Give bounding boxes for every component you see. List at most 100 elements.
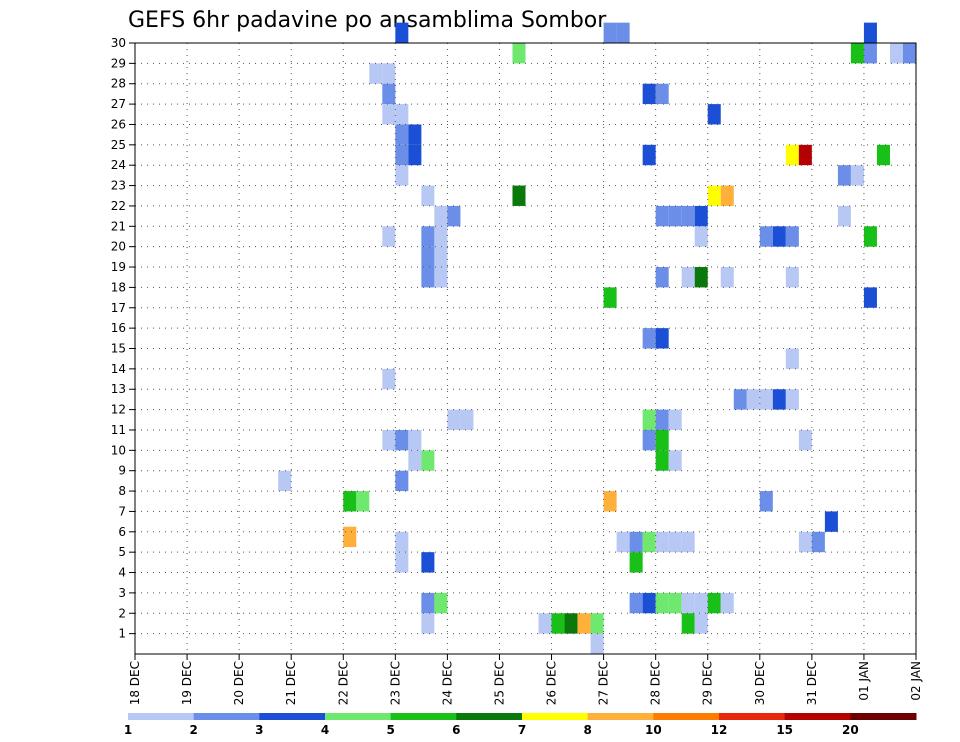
y-tick-label: 26 [111, 117, 126, 131]
precip-cell [733, 389, 747, 410]
precip-cell [408, 124, 422, 145]
y-tick-label: 29 [111, 56, 126, 70]
x-tick-label: 02 JAN [909, 661, 923, 701]
precip-cell [668, 592, 682, 614]
precip-cell [681, 531, 695, 553]
y-tick-label: 13 [111, 382, 126, 396]
colorbar-label: 6 [452, 723, 460, 737]
precip-cell [434, 246, 448, 268]
precip-cell [720, 592, 734, 614]
precip-cell [421, 185, 435, 206]
precip-cell [668, 205, 682, 227]
precip-cell [863, 287, 877, 308]
colorbar-label: 1 [124, 723, 132, 737]
precip-cell [395, 104, 409, 125]
y-tick-label: 15 [111, 342, 126, 356]
colorbar-swatch [128, 713, 195, 720]
precip-cell [694, 267, 708, 288]
precip-cell [668, 450, 682, 471]
precip-cell [694, 226, 708, 247]
precip-cell [395, 531, 409, 553]
precip-cell [837, 205, 851, 227]
y-tick-label: 20 [111, 240, 126, 254]
x-axis: 18 DEC 19 DEC 20 DEC 21 DEC 22 DEC 23 DEC 24 D… [128, 654, 923, 705]
precip-cell [421, 450, 435, 471]
colorbar-label: 12 [711, 723, 728, 737]
precip-cell [837, 165, 851, 186]
precip-cell [772, 389, 786, 410]
precip-cell [642, 144, 656, 166]
precip-cell [681, 267, 695, 288]
precip-cell [616, 22, 630, 43]
precip-cell [720, 267, 734, 288]
precip-cell [655, 205, 669, 227]
y-tick-label: 12 [111, 403, 126, 417]
chart-title: GEFS 6hr padavine po ansamblima Sombor [128, 8, 607, 33]
precip-cell [876, 144, 890, 166]
y-tick-label: 3 [118, 586, 126, 600]
colorbar-swatch [456, 713, 523, 720]
precip-cell [551, 613, 565, 634]
precip-cell [421, 552, 435, 573]
colorbar-swatch [653, 713, 720, 720]
precip-cell [694, 613, 708, 634]
precip-cell [369, 63, 383, 84]
y-tick-label: 4 [118, 566, 126, 580]
precip-cell [707, 592, 721, 614]
y-tick-label: 25 [111, 138, 126, 152]
cells-layer [278, 22, 916, 654]
precip-cell [512, 43, 526, 64]
precip-cell [460, 409, 474, 430]
x-tick-label: 24 DEC [440, 661, 454, 705]
precip-cell [395, 429, 409, 451]
y-tick-label: 11 [111, 423, 126, 437]
precip-cell [356, 491, 370, 512]
precip-cell [343, 526, 357, 548]
x-tick-label: 23 DEC [388, 661, 402, 705]
precip-cell [408, 144, 422, 166]
precip-cell [434, 267, 448, 288]
precip-cell [642, 328, 656, 349]
x-tick-label: 30 DEC [753, 661, 767, 705]
precip-cell [616, 531, 630, 553]
precip-cell [603, 287, 617, 308]
y-tick-label: 8 [118, 484, 126, 498]
y-tick-label: 19 [111, 260, 126, 274]
precip-cell [681, 592, 695, 614]
y-tick-label: 24 [111, 158, 126, 172]
precip-cell [395, 552, 409, 573]
precip-cell [447, 409, 461, 430]
colorbar-label: 15 [776, 723, 793, 737]
precip-cell [382, 429, 396, 451]
precip-cell [785, 226, 799, 247]
x-tick-label: 01 JAN [857, 661, 871, 701]
precip-cell [642, 409, 656, 430]
precip-cell [343, 491, 357, 512]
y-tick-label: 9 [118, 464, 126, 478]
precip-cell [655, 531, 669, 553]
precip-cell [850, 43, 864, 64]
precip-cell [603, 491, 617, 512]
precip-cell [642, 531, 656, 553]
colorbar-label: 4 [321, 723, 329, 737]
colorbar-swatch [522, 713, 589, 720]
precip-cell [694, 592, 708, 614]
x-tick-label: 27 DEC [597, 661, 611, 705]
precip-cell [590, 633, 604, 654]
precip-cell [577, 613, 591, 634]
y-tick-label: 7 [118, 504, 126, 518]
colorbar-swatch [259, 713, 326, 720]
colorbar-swatch [850, 713, 917, 720]
precip-cell [759, 226, 773, 247]
colorbar-label: 8 [583, 723, 591, 737]
precip-cell [629, 552, 643, 573]
precip-cell [785, 389, 799, 410]
y-tick-label: 16 [111, 321, 126, 335]
precip-cell [421, 592, 435, 614]
x-tick-label: 31 DEC [805, 661, 819, 705]
precip-cell [629, 531, 643, 553]
x-tick-label: 22 DEC [336, 661, 350, 705]
y-tick-label: 5 [118, 545, 126, 559]
precip-cell [395, 124, 409, 145]
x-tick-label: 19 DEC [180, 661, 194, 705]
